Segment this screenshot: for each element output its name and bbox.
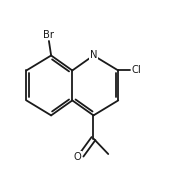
- Text: Br: Br: [43, 30, 54, 40]
- Text: N: N: [90, 51, 97, 61]
- Text: O: O: [74, 152, 81, 162]
- Text: Cl: Cl: [132, 65, 142, 75]
